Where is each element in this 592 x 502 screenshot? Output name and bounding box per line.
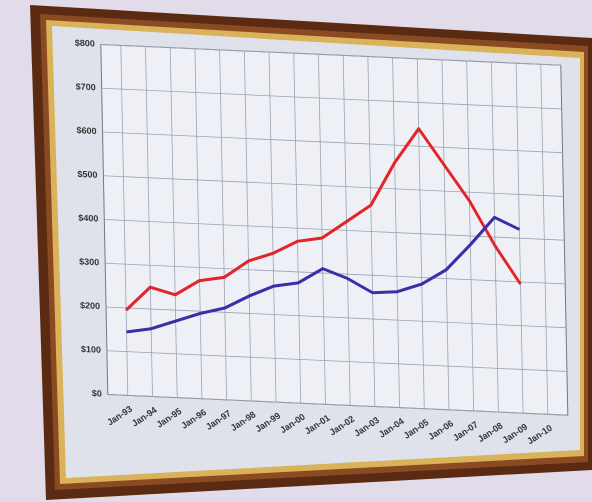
y-tick-label: $0 xyxy=(92,388,102,398)
series-line xyxy=(125,127,522,312)
grid-line-x xyxy=(318,54,326,405)
grid-line-x xyxy=(243,50,252,401)
grid-line-x xyxy=(515,63,524,414)
grid-line-x xyxy=(268,52,277,403)
grid-line-x xyxy=(293,53,302,404)
grid-line xyxy=(106,306,567,329)
grid-line-x xyxy=(416,58,425,409)
grid-line-x xyxy=(145,46,153,397)
grid-line xyxy=(102,131,563,154)
grid-line-x xyxy=(367,56,376,407)
grid-line-x xyxy=(194,48,203,399)
y-tick-label: $100 xyxy=(81,344,101,355)
series-line xyxy=(126,215,520,334)
grid-line xyxy=(103,175,564,197)
grid-line xyxy=(106,350,567,372)
grid-line xyxy=(100,44,561,66)
grid-line-x xyxy=(219,49,228,400)
chart: $0$100$200$300$400$500$600$700$800Jan-93… xyxy=(75,38,569,446)
y-tick-label: $400 xyxy=(78,213,98,224)
y-tick-label: $500 xyxy=(77,169,97,180)
grid-line-x xyxy=(490,62,499,413)
grid-line-x xyxy=(169,47,178,398)
y-tick-label: $800 xyxy=(75,38,95,49)
grid-line-x xyxy=(466,60,475,411)
grid-line-x xyxy=(342,55,351,406)
grid-line-x xyxy=(441,59,450,410)
grid-line-x xyxy=(392,57,400,408)
y-tick-label: $300 xyxy=(79,256,99,267)
grid-line xyxy=(101,87,562,110)
y-tick-label: $700 xyxy=(76,81,96,92)
y-tick-label: $200 xyxy=(80,300,100,311)
y-tick-label: $600 xyxy=(76,125,96,136)
grid-line xyxy=(107,394,568,416)
grid-line-x xyxy=(120,45,129,396)
grid-line-x xyxy=(540,64,549,415)
